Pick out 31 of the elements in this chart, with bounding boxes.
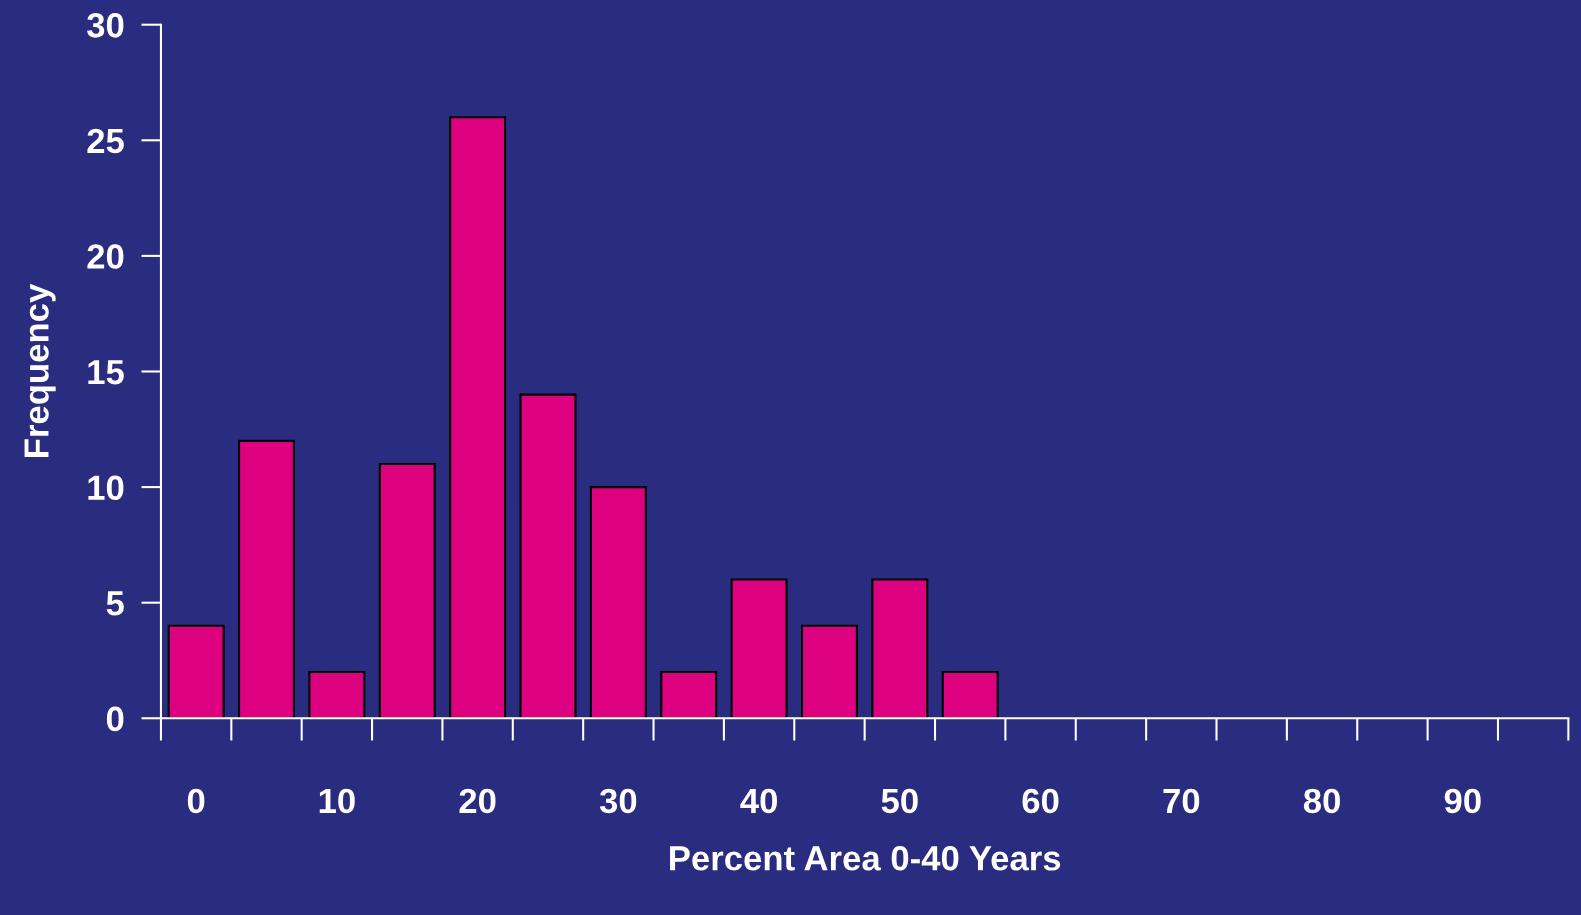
x-tick-label: 20 (459, 788, 496, 814)
bar (941, 671, 999, 719)
bar (449, 116, 507, 719)
bar (589, 486, 647, 719)
x-tick-label: 80 (1303, 788, 1340, 814)
y-tick-label: 15 (88, 360, 124, 385)
y-tick-label: 5 (106, 591, 124, 616)
x-tick-label: 70 (1163, 788, 1200, 814)
y-tick-label: 20 (87, 244, 124, 269)
x-tick-label: 10 (319, 788, 355, 814)
y-axis-title: Frequency (24, 283, 56, 457)
x-tick-label: 30 (599, 788, 637, 814)
y-tick-label: 0 (106, 706, 124, 732)
bar (519, 393, 577, 719)
y-tick-label: 30 (87, 13, 124, 38)
x-tick-label: 50 (881, 788, 918, 814)
bar (238, 439, 295, 719)
x-tick-label: 60 (1022, 788, 1059, 814)
y-tick-label: 25 (87, 128, 124, 154)
bar (378, 462, 436, 719)
bar (871, 578, 929, 719)
x-tick-label: 90 (1444, 788, 1481, 814)
bar (167, 624, 225, 719)
bar (730, 578, 788, 719)
bar (660, 671, 718, 719)
bar (308, 671, 366, 719)
y-tick-label: 10 (88, 475, 124, 501)
x-tick-label: 0 (187, 788, 205, 814)
x-axis-title: Percent Area 0-40 Years (670, 846, 1061, 871)
x-tick-label: 40 (740, 788, 777, 814)
bar (800, 624, 858, 719)
